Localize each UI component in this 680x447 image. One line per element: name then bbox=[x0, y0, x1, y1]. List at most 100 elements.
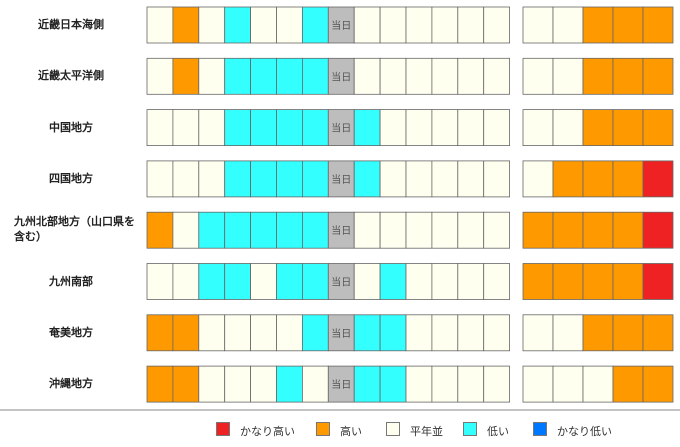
outlook-cell bbox=[612, 365, 644, 403]
daily-cell bbox=[276, 365, 303, 403]
daily-cell bbox=[224, 263, 251, 300]
daily-cell bbox=[250, 160, 277, 198]
daily-cell bbox=[276, 263, 303, 300]
daily-cell bbox=[431, 109, 459, 146]
outlook-cell bbox=[522, 160, 554, 198]
legend-label: 低い bbox=[487, 425, 509, 438]
daily-cell bbox=[198, 109, 226, 146]
outlook-cell bbox=[642, 365, 674, 403]
daily-cell bbox=[146, 365, 174, 403]
daily-cell bbox=[431, 314, 459, 352]
today-label: 当日 bbox=[331, 173, 351, 186]
daily-cell bbox=[379, 211, 407, 249]
outlook-cell bbox=[582, 57, 614, 95]
daily-cell bbox=[172, 6, 200, 44]
legend-label: 平年並 bbox=[410, 425, 443, 438]
daily-cell bbox=[172, 57, 200, 95]
daily-cell bbox=[327, 211, 355, 249]
outlook-cell bbox=[642, 263, 674, 300]
daily-cell bbox=[250, 263, 277, 300]
today-label: 当日 bbox=[331, 70, 351, 83]
daily-cell bbox=[379, 6, 407, 44]
daily-cell bbox=[224, 365, 251, 403]
legend-swatch bbox=[386, 422, 400, 436]
daily-cell bbox=[146, 160, 174, 198]
daily-cell bbox=[276, 211, 303, 249]
outlook-cell bbox=[522, 314, 554, 352]
daily-cell bbox=[405, 160, 433, 198]
outlook-cell bbox=[582, 314, 614, 352]
daily-cell bbox=[301, 160, 329, 198]
daily-cell bbox=[431, 365, 459, 403]
outlook-cell bbox=[582, 109, 614, 146]
daily-cell bbox=[198, 57, 226, 95]
outlook-cell bbox=[522, 109, 554, 146]
outlook-cell bbox=[522, 365, 554, 403]
daily-cell bbox=[405, 6, 433, 44]
daily-cell bbox=[457, 314, 485, 352]
legend-label: かなり高い bbox=[240, 425, 295, 438]
legend-swatch bbox=[533, 422, 547, 436]
outlook-cell bbox=[582, 160, 614, 198]
region-label: 中国地方 bbox=[49, 120, 93, 134]
region-label: 奄美地方 bbox=[49, 325, 93, 339]
daily-cell bbox=[353, 109, 381, 146]
daily-cell bbox=[431, 211, 459, 249]
daily-cell bbox=[250, 109, 277, 146]
daily-cell bbox=[301, 314, 329, 352]
outlook-cell bbox=[582, 211, 614, 249]
outlook-cell bbox=[552, 57, 584, 95]
daily-cell bbox=[353, 314, 381, 352]
today-label: 当日 bbox=[331, 224, 351, 237]
daily-cell bbox=[405, 57, 433, 95]
outlook-cell bbox=[522, 57, 554, 95]
daily-cell bbox=[327, 109, 355, 146]
daily-cell bbox=[250, 6, 277, 44]
outlook-cell bbox=[612, 211, 644, 249]
outlook-cell bbox=[552, 109, 584, 146]
daily-cell bbox=[198, 211, 226, 249]
daily-cell bbox=[379, 314, 407, 352]
outlook-cell bbox=[522, 6, 554, 44]
daily-cell bbox=[379, 365, 407, 403]
daily-cell bbox=[250, 314, 277, 352]
legend-swatch bbox=[216, 422, 230, 436]
daily-cell bbox=[431, 6, 459, 44]
daily-cell bbox=[353, 57, 381, 95]
today-label: 当日 bbox=[331, 276, 351, 289]
region-label: 沖縄地方 bbox=[49, 377, 93, 391]
outlook-cell bbox=[552, 211, 584, 249]
daily-cell bbox=[483, 57, 511, 95]
daily-cell bbox=[172, 314, 200, 352]
daily-cell bbox=[379, 263, 407, 300]
daily-cell bbox=[483, 365, 511, 403]
outlook-cell bbox=[522, 263, 554, 300]
daily-cell bbox=[353, 211, 381, 249]
daily-cell bbox=[327, 263, 355, 300]
daily-cell bbox=[301, 6, 329, 44]
daily-cell bbox=[431, 263, 459, 300]
outlook-cell bbox=[552, 6, 584, 44]
region-label: 九州南部 bbox=[49, 274, 93, 288]
daily-cell bbox=[198, 365, 226, 403]
outlook-cell bbox=[642, 211, 674, 249]
daily-cell bbox=[172, 365, 200, 403]
daily-cell bbox=[301, 263, 329, 300]
daily-cell bbox=[146, 57, 174, 95]
daily-cell bbox=[457, 160, 485, 198]
outlook-cell bbox=[552, 160, 584, 198]
daily-cell bbox=[353, 365, 381, 403]
daily-cell bbox=[250, 57, 277, 95]
daily-cell bbox=[457, 211, 485, 249]
daily-cell bbox=[301, 211, 329, 249]
daily-cell bbox=[172, 109, 200, 146]
daily-cell bbox=[301, 109, 329, 146]
outlook-cell bbox=[642, 160, 674, 198]
daily-cell bbox=[405, 314, 433, 352]
daily-cell bbox=[146, 263, 174, 300]
region-label: 近畿太平洋側 bbox=[38, 69, 104, 83]
outlook-cell bbox=[582, 6, 614, 44]
legend-label: かなり低い bbox=[557, 425, 612, 438]
daily-cell bbox=[224, 57, 251, 95]
